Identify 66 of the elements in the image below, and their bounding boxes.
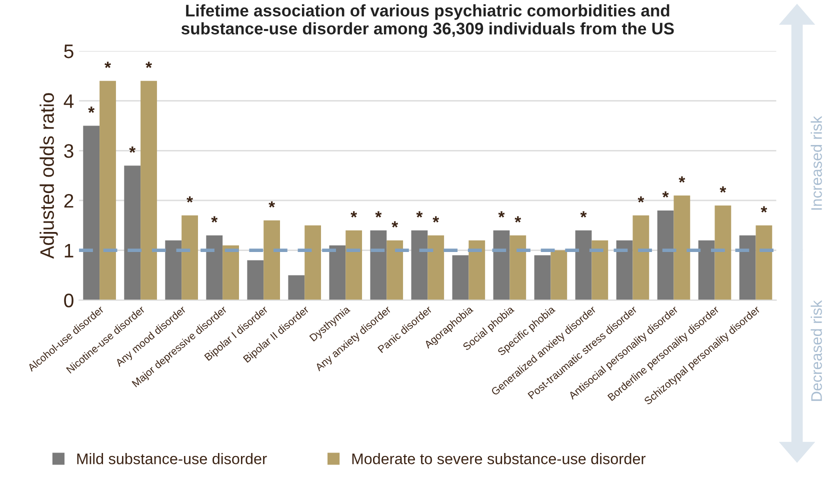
y-tick-label: 1 xyxy=(64,244,74,258)
bar xyxy=(575,230,592,300)
bar xyxy=(739,235,756,300)
data-label: * xyxy=(129,146,136,153)
data-label: * xyxy=(760,206,768,213)
bar xyxy=(493,230,510,300)
y-tick-label: 0 xyxy=(64,294,74,308)
bar xyxy=(304,225,322,300)
data-label: * xyxy=(375,211,382,218)
bar xyxy=(592,240,608,300)
bar xyxy=(428,235,444,300)
data-label: * xyxy=(720,186,726,193)
bar xyxy=(452,255,469,300)
data-label: * xyxy=(514,216,522,222)
bar xyxy=(329,245,346,300)
bar xyxy=(616,240,633,300)
data-label: * xyxy=(211,216,218,222)
chart-title: Lifetime association of various psychiatric comorbidities and substance-use disorder among 36,309 individuals from the US xyxy=(181,4,674,38)
bar xyxy=(206,235,223,300)
data-label: * xyxy=(580,211,587,218)
data-label: * xyxy=(678,176,686,183)
legend-label: Mild substance-use disorder xyxy=(77,453,267,464)
data-label: * xyxy=(350,211,358,218)
y-tick-label: 5 xyxy=(64,44,74,58)
bar xyxy=(288,275,305,300)
bar xyxy=(124,166,141,300)
text: Decreased risk xyxy=(810,300,822,401)
data-label: * xyxy=(416,211,423,218)
data-label: * xyxy=(638,196,644,203)
bar xyxy=(657,210,674,300)
bar xyxy=(165,240,182,300)
bar xyxy=(140,80,157,300)
data-label: * xyxy=(498,211,505,218)
y-tick-label: 4 xyxy=(64,94,74,108)
bar xyxy=(756,225,772,300)
bar xyxy=(632,215,650,300)
bar xyxy=(468,240,486,300)
data-label: * xyxy=(432,216,440,222)
bar xyxy=(182,215,198,300)
bar xyxy=(674,196,690,300)
bar xyxy=(264,220,280,300)
text: Increased risk xyxy=(810,116,822,210)
y-tick-label: 3 xyxy=(64,144,74,158)
data-label: * xyxy=(662,191,669,198)
data-label: * xyxy=(104,62,111,68)
data-label: * xyxy=(186,196,193,203)
bar xyxy=(698,240,715,300)
y-tick-label: 2 xyxy=(64,194,74,208)
bar xyxy=(386,240,404,300)
data-label: * xyxy=(146,62,152,68)
bar xyxy=(222,245,239,300)
bar xyxy=(346,230,362,300)
bar xyxy=(714,205,732,300)
bar xyxy=(534,255,551,300)
y-axis-title: Adjusted odds ratio xyxy=(40,93,58,259)
bar xyxy=(370,230,387,300)
data-label: * xyxy=(88,106,95,113)
data-label: * xyxy=(392,221,398,228)
bar xyxy=(510,235,526,300)
data-label: * xyxy=(268,201,276,208)
bar xyxy=(550,250,568,300)
bar xyxy=(100,80,116,300)
legend-label: Moderate to severe substance-use disorder xyxy=(352,453,646,464)
bar xyxy=(411,230,428,300)
bar xyxy=(83,126,100,300)
bar xyxy=(247,260,264,300)
